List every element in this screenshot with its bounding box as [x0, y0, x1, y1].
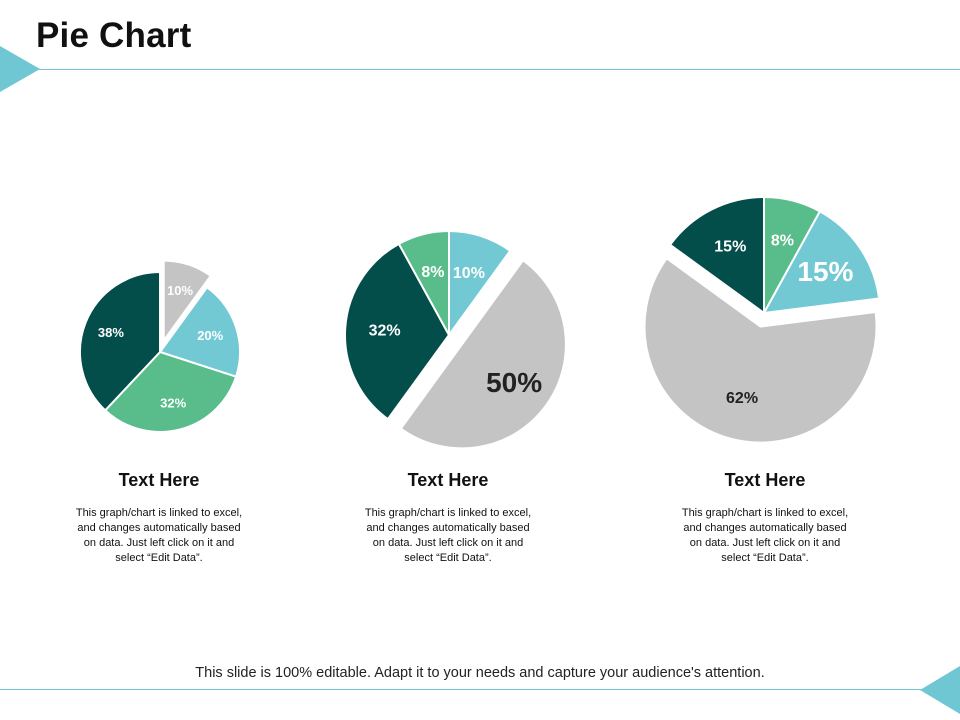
pie-1-slice-label: 32% [160, 396, 186, 411]
pie-2-slice [397, 229, 450, 336]
panel-3-heading: Text Here [724, 470, 806, 490]
pie-1-slice [79, 270, 161, 412]
panel-1-body-line: This graph/chart is linked to excel, [75, 507, 243, 519]
panel-1-body-line: and changes automatically based [77, 522, 241, 534]
panel-2-body-line: and changes automatically based [366, 522, 530, 534]
pie-2-slice-label: 10% [453, 265, 485, 282]
pie-3-slice [668, 195, 765, 315]
pie-1-slice [158, 285, 241, 378]
panel-2-body-line: select “Edit Data”. [404, 552, 492, 564]
panel-1-body: This graph/chart is linked to excel, and… [59, 506, 259, 566]
pie-1-slice-label: 20% [197, 328, 223, 343]
pie-3-slice-label: 8% [771, 233, 794, 250]
panel-2-body-line: This graph/chart is linked to excel, [364, 507, 532, 519]
pie-2-slice-label: 32% [369, 322, 401, 339]
panel-1-body-line: select “Edit Data”. [115, 552, 203, 564]
pie-2-slice [344, 242, 451, 421]
bottom-divider [0, 689, 924, 690]
right-accent-triangle [920, 666, 960, 714]
pie-2-slice-label: 50% [486, 367, 542, 398]
pie-1-slice-label: 38% [98, 325, 124, 340]
pie-3-slice-label: 62% [726, 390, 758, 407]
panel-2-heading: Text Here [407, 470, 489, 490]
footer-note: This slide is 100% editable. Adapt it to… [195, 665, 765, 681]
panel-3-body-line: This graph/chart is linked to excel, [681, 507, 849, 519]
left-accent-triangle [0, 46, 40, 92]
pie-1-slice-label: 10% [167, 283, 193, 298]
pie-3-slice [643, 256, 878, 444]
panel-3-body-line: select “Edit Data”. [721, 552, 809, 564]
pie-1-slice [162, 259, 213, 344]
panel-1-heading: Text Here [118, 470, 200, 490]
panel-2-body: This graph/chart is linked to excel, and… [348, 506, 548, 566]
slide-title: Pie Chart [36, 16, 192, 55]
pie-2-slice [399, 258, 567, 450]
panel-1-body-line: on data. Just left click on it and [83, 537, 235, 549]
pie-2-slice-label: 8% [421, 264, 444, 281]
pie-3-slice-label: 15% [797, 256, 853, 287]
pie-3-slice [762, 209, 881, 315]
top-divider [36, 69, 960, 70]
pie-1-slice [103, 350, 238, 433]
panel-3-body: This graph/chart is linked to excel, and… [665, 506, 865, 566]
pie-3-slice-label: 15% [714, 238, 746, 255]
panel-3-body-line: on data. Just left click on it and [689, 537, 841, 549]
panel-3-body-line: and changes automatically based [683, 522, 847, 534]
panel-2-body-line: on data. Just left click on it and [372, 537, 524, 549]
